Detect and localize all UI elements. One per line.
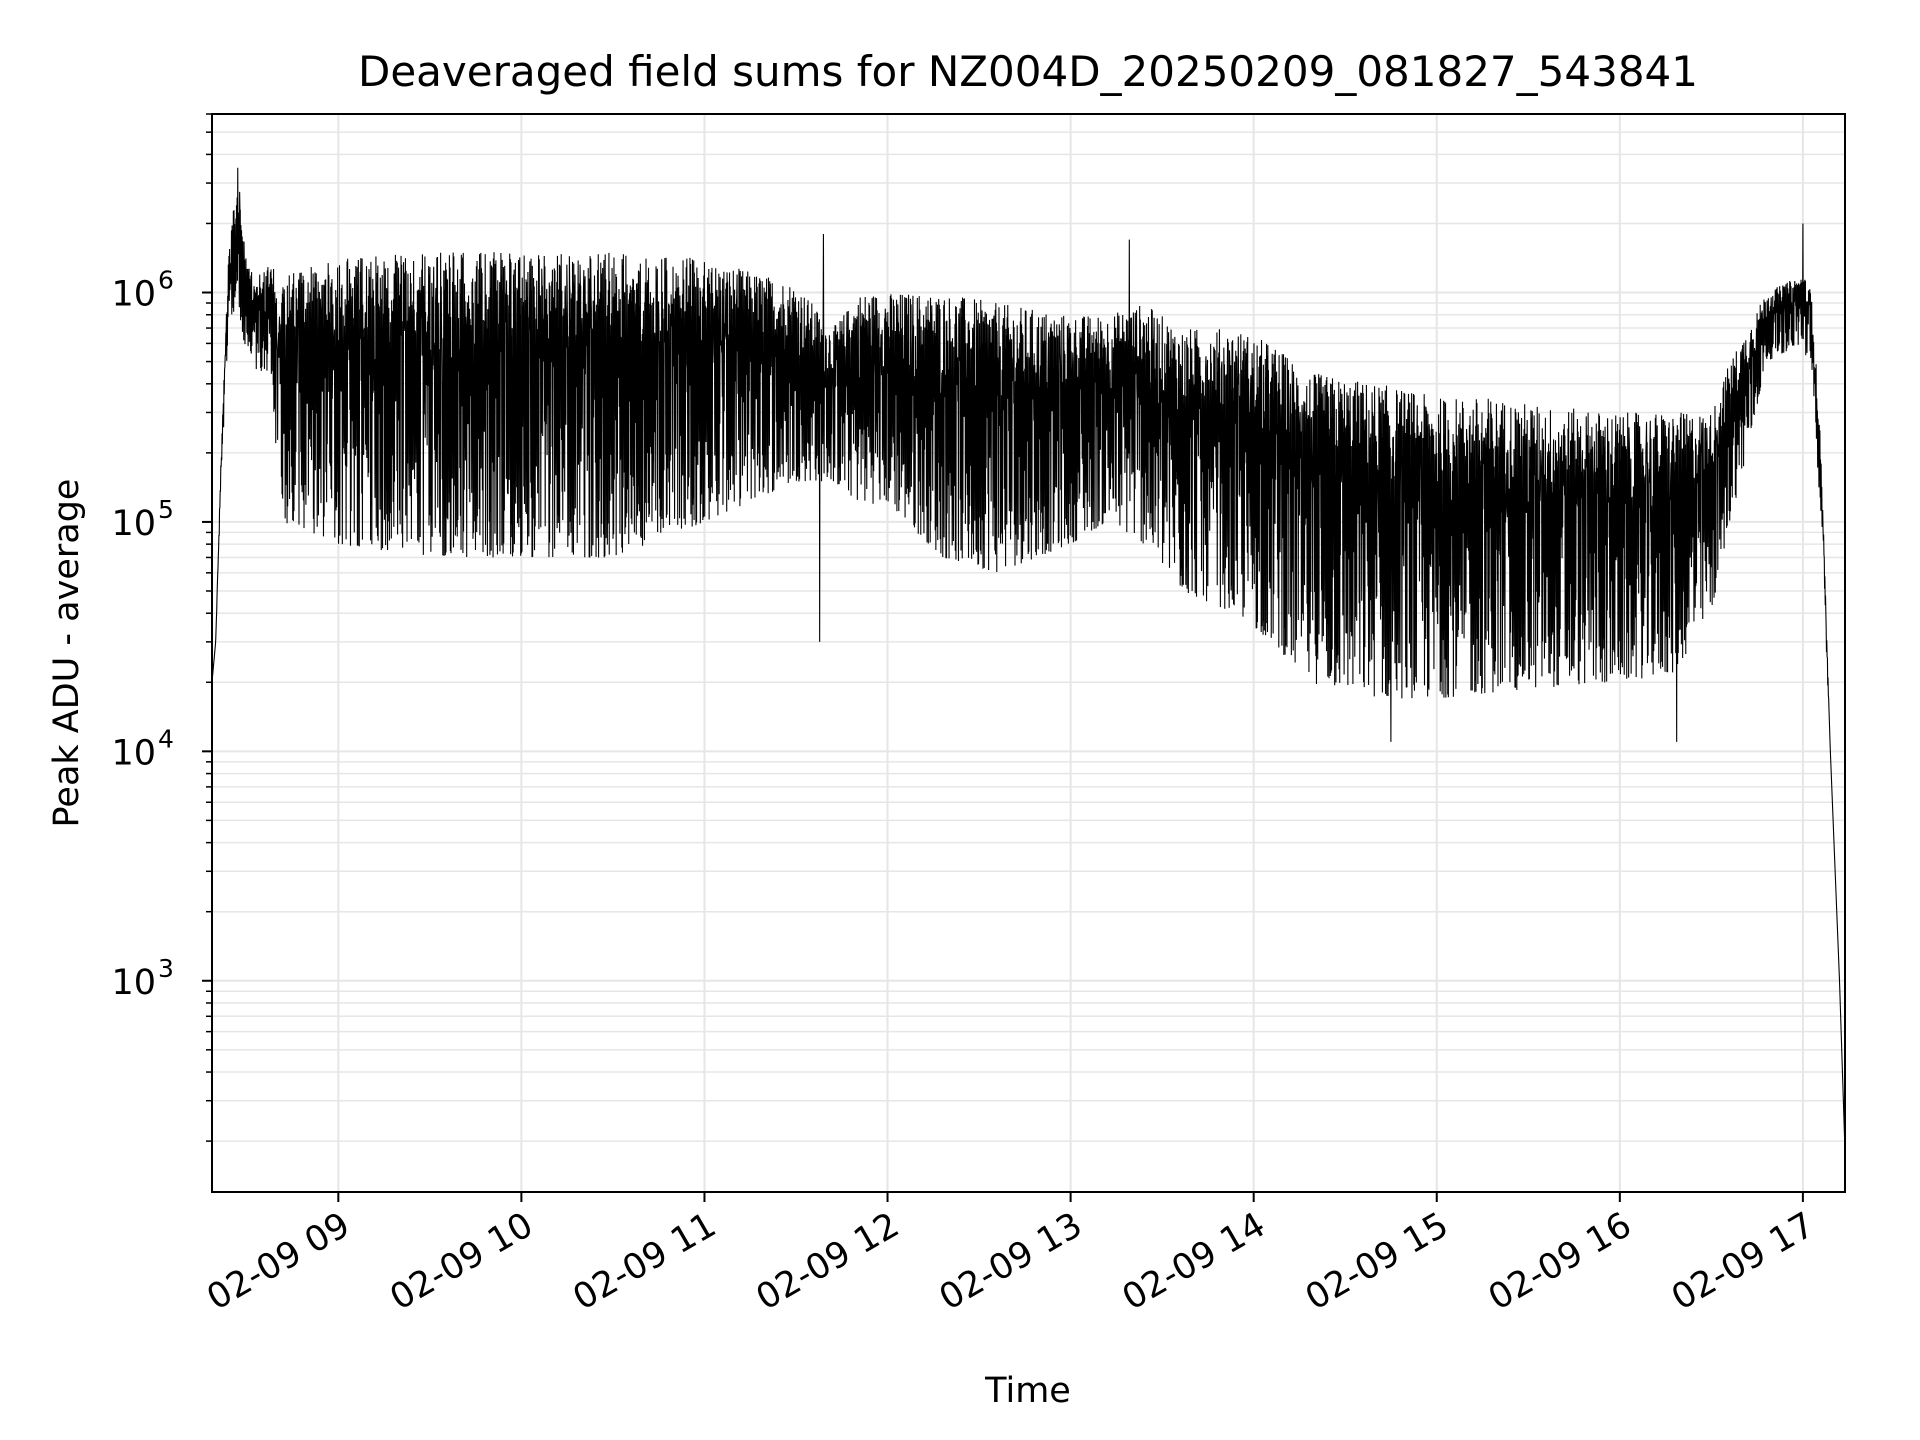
series-line	[212, 167, 1845, 1152]
y-tick-label: 10	[111, 504, 156, 544]
grid-minor	[212, 113, 1845, 1142]
y-tick-label-exponent: 3	[158, 954, 174, 983]
y-tick-label: 10	[111, 275, 156, 315]
y-tick-label-exponent: 4	[158, 724, 174, 753]
y-tick-label: 10	[111, 733, 156, 773]
plot-frame	[211, 113, 1846, 1193]
chart-title: Deaveraged field sums for NZ004D_2025020…	[358, 47, 1698, 96]
x-axis-label: Time	[984, 1371, 1071, 1411]
y-tick-label-exponent: 6	[158, 266, 174, 295]
y-tick-label-exponent: 5	[158, 495, 174, 524]
y-axis-label: Peak ADU - average	[47, 479, 87, 828]
y-tick-label: 10	[111, 963, 156, 1003]
